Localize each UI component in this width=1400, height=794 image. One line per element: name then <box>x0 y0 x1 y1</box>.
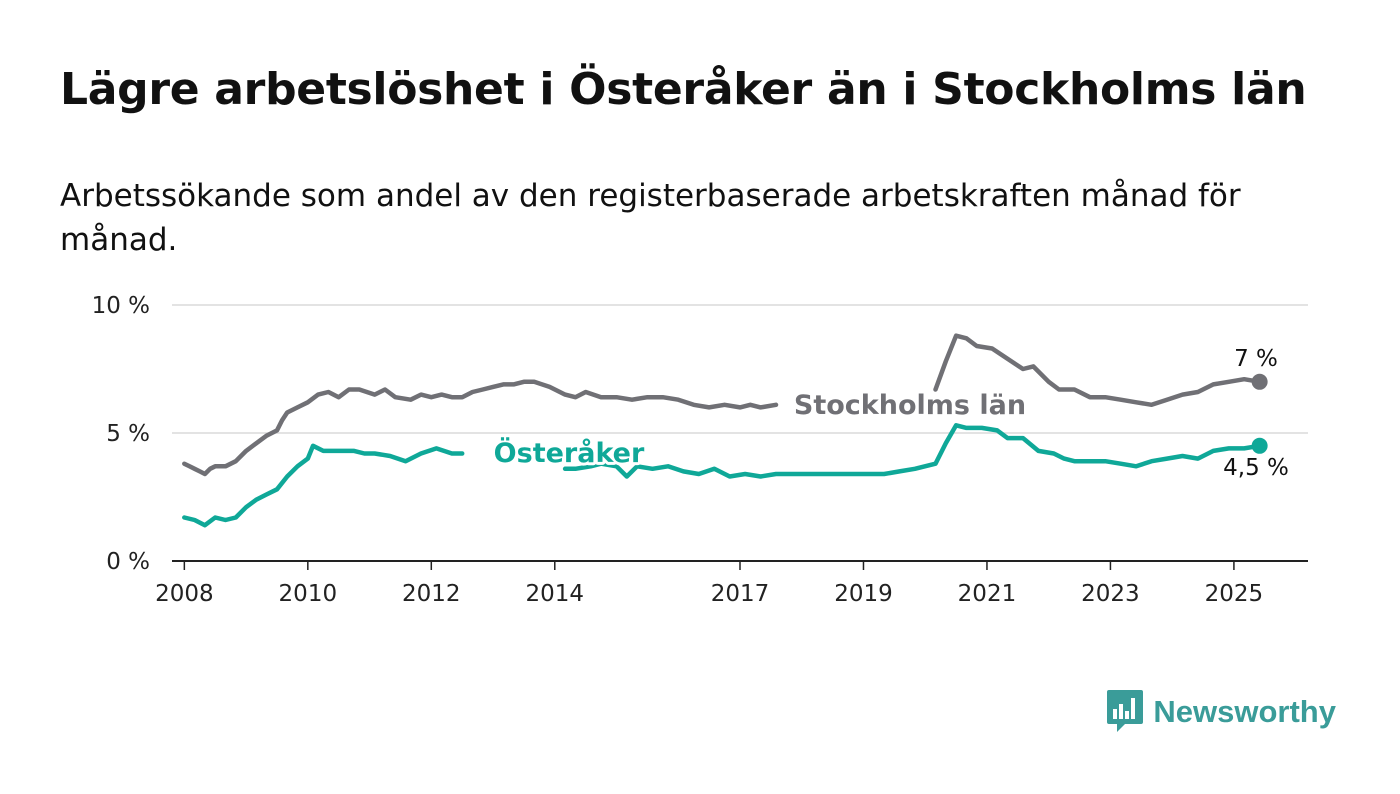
end-point-marker <box>1251 373 1268 390</box>
y-tick-label: 10 % <box>92 293 150 319</box>
chart-title: Lägre arbetslöshet i Österåker än i Stoc… <box>60 64 1307 115</box>
x-tick-label: 2008 <box>155 581 214 607</box>
series-line <box>182 379 779 477</box>
x-tick-label: 2023 <box>1081 581 1140 607</box>
end-point-marker <box>1251 437 1268 454</box>
x-tick-label: 2012 <box>402 581 461 607</box>
end-value-label: 4,5 % <box>1223 455 1289 481</box>
series-group <box>182 333 1268 528</box>
grid <box>172 304 1308 434</box>
y-tick-label: 0 % <box>106 549 150 575</box>
x-tick-label: 2010 <box>279 581 338 607</box>
series-line <box>933 333 1262 408</box>
brand-name: Newsworthy <box>1153 694 1336 729</box>
series-line <box>182 443 465 528</box>
series-name-label: Österåker <box>494 436 645 469</box>
x-tick-label: 2014 <box>526 581 585 607</box>
end-value-label: 7 % <box>1234 346 1278 372</box>
x-tick-label: 2017 <box>711 581 770 607</box>
x-axis <box>172 560 1308 570</box>
brand-logo: Newsworthy <box>1107 690 1336 734</box>
labels: 0 % 5 % 10 % 2008 2010 2012 2014 2017 2019 2021 20… <box>92 293 1292 607</box>
series-line <box>562 423 1262 479</box>
x-tick-label: 2025 <box>1205 581 1264 607</box>
series-name-label: Stockholms län <box>794 390 1026 421</box>
x-tick-label: 2019 <box>834 581 893 607</box>
chart-subtitle: Arbetssökande som andel av den registerb… <box>60 178 1241 258</box>
x-tick-label: 2021 <box>958 581 1017 607</box>
y-tick-label: 5 % <box>106 421 150 447</box>
bar-chart-speech-bubble-icon <box>1107 690 1144 732</box>
